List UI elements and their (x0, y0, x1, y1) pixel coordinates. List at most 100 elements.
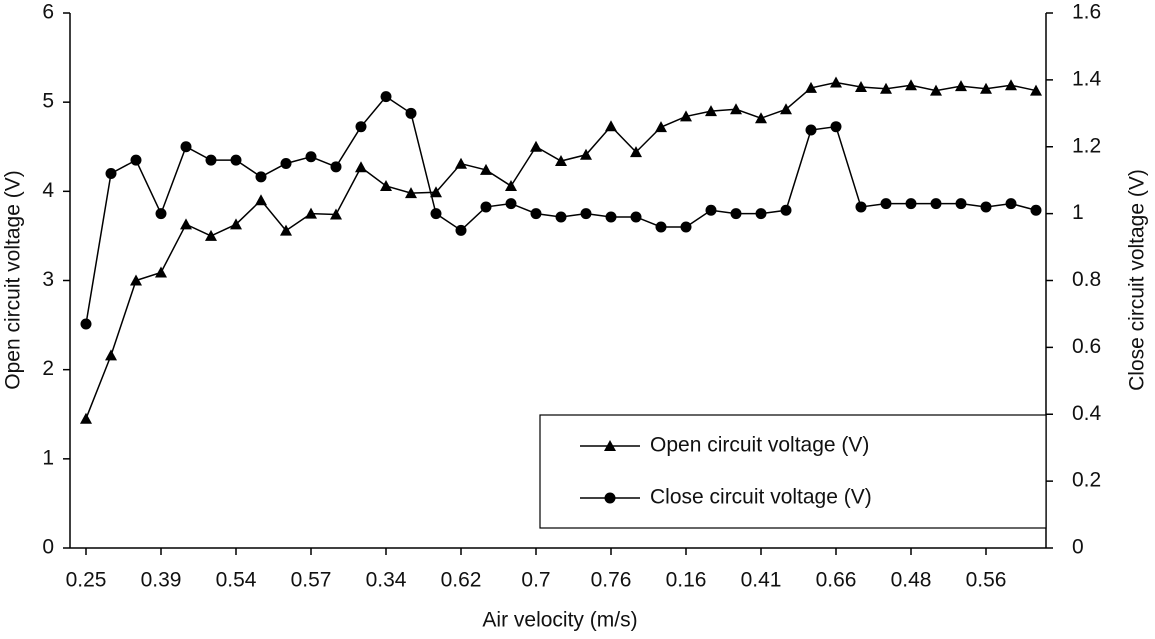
marker (505, 198, 517, 210)
marker (680, 221, 692, 233)
marker (80, 318, 92, 330)
x-tick-label: 0.7 (521, 569, 550, 592)
marker (730, 208, 742, 220)
marker (580, 148, 592, 160)
marker (380, 179, 392, 191)
series-line (85, 95, 1037, 325)
marker (705, 204, 717, 216)
x-tick-label: 0.54 (216, 569, 257, 592)
y2-tick-label: 1.2 (1072, 134, 1101, 157)
x-tick-label: 0.57 (291, 569, 332, 592)
marker (980, 82, 992, 94)
y2-tick-label: 1.6 (1072, 1, 1101, 24)
marker (80, 412, 92, 424)
y2-tick-label: 0.4 (1072, 402, 1102, 425)
marker (230, 218, 242, 230)
marker (830, 121, 842, 133)
marker (655, 121, 667, 133)
legend-label: Close circuit voltage (V) (650, 486, 872, 509)
marker (430, 208, 442, 220)
marker (830, 76, 842, 88)
marker (555, 211, 567, 223)
marker (855, 201, 867, 213)
y2-tick-label: 0.8 (1072, 268, 1101, 291)
marker (455, 157, 467, 169)
marker (1030, 204, 1042, 216)
y-tick-label: 2 (42, 357, 54, 380)
x-tick-label: 0.34 (366, 569, 407, 592)
marker (305, 151, 317, 163)
y2-tick-label: 1 (1072, 201, 1084, 224)
marker (305, 207, 317, 219)
marker (604, 492, 616, 504)
y-axis-title: Open circuit voltage (V) (2, 170, 25, 389)
marker (105, 349, 117, 361)
series-line (85, 81, 1037, 419)
marker (505, 179, 517, 191)
marker (330, 161, 342, 173)
marker (605, 120, 617, 132)
marker (730, 103, 742, 115)
marker (1030, 84, 1042, 96)
marker (980, 201, 992, 213)
marker (530, 140, 542, 152)
y2-tick-label: 0 (1072, 536, 1084, 559)
marker (880, 82, 892, 94)
marker (530, 208, 542, 220)
marker (805, 124, 817, 136)
marker (755, 112, 767, 124)
marker (280, 224, 292, 236)
marker (130, 274, 142, 286)
marker (380, 91, 392, 103)
marker (805, 81, 817, 93)
y2-tick-label: 0.6 (1072, 335, 1101, 358)
marker (630, 211, 642, 223)
marker (605, 211, 617, 223)
marker (930, 84, 942, 96)
marker (880, 198, 892, 210)
marker (480, 201, 492, 213)
marker (780, 103, 792, 115)
y-tick-label: 5 (42, 90, 54, 113)
marker (580, 208, 592, 220)
marker (705, 105, 717, 117)
marker (905, 198, 917, 210)
y2-tick-label: 1.4 (1072, 67, 1102, 90)
marker (630, 146, 642, 158)
marker (780, 204, 792, 216)
marker (480, 163, 492, 175)
marker (1005, 198, 1017, 210)
y-tick-label: 1 (42, 446, 54, 469)
marker (930, 198, 942, 210)
marker (430, 186, 442, 198)
marker (205, 154, 217, 166)
x-axis-title: Air velocity (m/s) (482, 609, 637, 632)
marker (205, 229, 217, 241)
marker (855, 81, 867, 93)
y2-tick-label: 0.2 (1072, 469, 1101, 492)
y-tick-label: 3 (42, 268, 54, 291)
marker (355, 121, 367, 133)
marker (180, 141, 192, 153)
marker (405, 107, 417, 119)
marker (655, 221, 667, 233)
marker (355, 161, 367, 173)
x-tick-label: 0.66 (816, 569, 857, 592)
marker (155, 266, 167, 278)
y-tick-label: 4 (42, 179, 54, 202)
marker (130, 154, 142, 166)
marker (455, 224, 467, 236)
legend-label: Open circuit voltage (V) (650, 434, 869, 457)
marker (1005, 79, 1017, 91)
marker (955, 198, 967, 210)
x-tick-label: 0.16 (666, 569, 707, 592)
marker (755, 208, 767, 220)
marker (280, 157, 292, 169)
marker (230, 154, 242, 166)
marker (955, 80, 967, 92)
y-tick-label: 0 (42, 536, 54, 559)
marker (680, 110, 692, 122)
marker (555, 155, 567, 167)
marker (180, 218, 192, 230)
